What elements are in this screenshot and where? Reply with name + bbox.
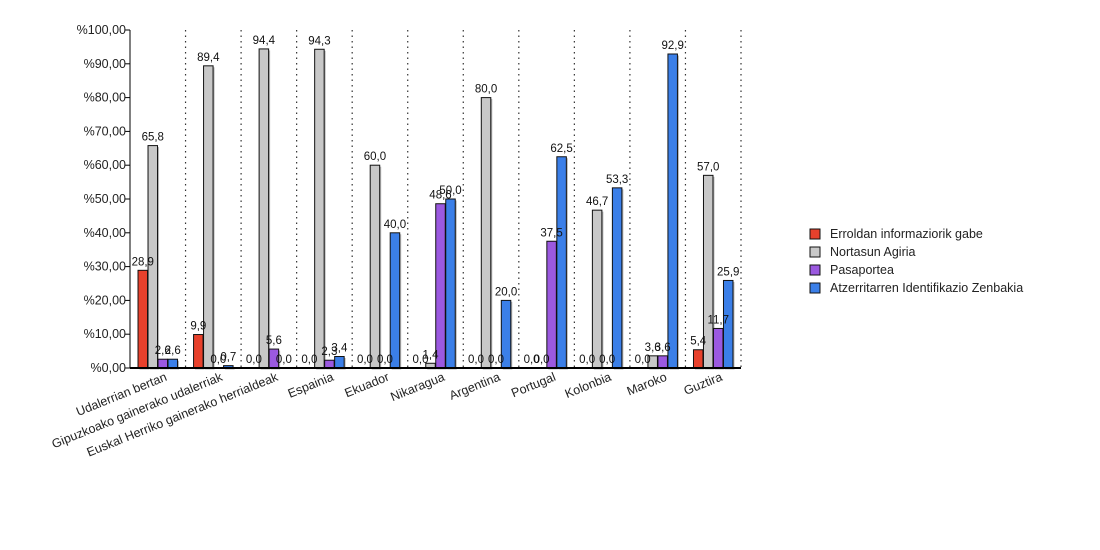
x-category-label: Argentina (447, 370, 502, 403)
bar (435, 203, 446, 369)
data-label: 57,0 (697, 161, 719, 173)
data-label: 3,6 (655, 342, 671, 354)
data-label: 92,9 (661, 40, 683, 52)
data-label: 0,0 (488, 354, 504, 366)
legend-swatch (809, 246, 821, 258)
data-label: 9,9 (190, 321, 206, 333)
data-label: 0,0 (534, 354, 550, 366)
data-label: 0,0 (210, 354, 226, 366)
y-tick-label: %0,00 (91, 361, 126, 375)
data-label: 25,9 (717, 266, 739, 278)
data-label: 0,0 (246, 354, 262, 366)
data-label: 0,0 (599, 354, 615, 366)
data-label: 62,5 (550, 143, 572, 155)
data-label: 0,0 (377, 354, 393, 366)
bar (692, 349, 704, 369)
bar (591, 209, 603, 369)
data-label: 11,7 (707, 314, 729, 326)
bar (389, 232, 401, 369)
bar (611, 187, 623, 369)
grid-layer (184, 30, 742, 368)
data-label: 0,0 (524, 354, 540, 366)
bar (546, 240, 557, 369)
data-label: 0,0 (635, 354, 651, 366)
legend-swatch (809, 228, 821, 240)
y-tick-label: %30,00 (84, 260, 126, 274)
data-label: 0,7 (220, 352, 236, 364)
legend-label: Atzerritarren Identifikazio Zenbakia (830, 281, 1023, 295)
data-label: 94,4 (253, 35, 276, 47)
y-tick-label: %90,00 (84, 57, 126, 71)
data-label: 2,6 (155, 345, 171, 357)
data-label: 28,9 (132, 256, 154, 268)
data-labels-layer: 28,99,90,0 0,0 0,0 0,0 0,0 0,0 0,0 0,05,465,889… (132, 35, 740, 366)
x-category-label: Portugal (509, 370, 557, 400)
data-label: 20,0 (495, 286, 517, 298)
data-label: 5,6 (266, 335, 282, 347)
data-label: 0,0 (301, 354, 317, 366)
data-label: 60,0 (364, 151, 386, 163)
data-label: 48,6 (429, 190, 451, 202)
data-label: 1,4 (423, 349, 440, 361)
bar (667, 53, 678, 369)
bar (556, 156, 567, 369)
data-label: 46,7 (586, 196, 608, 208)
y-tick-label: %40,00 (84, 226, 126, 240)
data-label: 3,4 (331, 343, 348, 355)
y-tick-label: %20,00 (84, 293, 126, 307)
data-label: 0,0 (468, 354, 484, 366)
data-label: 0,0 (276, 354, 292, 366)
data-label: 94,3 (308, 35, 330, 47)
y-tick-label: %10,00 (84, 327, 126, 341)
x-category-label: Kolonbia (563, 370, 613, 401)
y-tick-label: %60,00 (84, 158, 126, 172)
bar (193, 334, 204, 369)
data-label: 53,3 (606, 174, 628, 186)
bar (137, 269, 149, 369)
data-label: 80,0 (475, 84, 497, 96)
bar (258, 48, 270, 369)
bar (324, 359, 335, 369)
data-label: 0,0 (579, 354, 595, 366)
bar (157, 358, 169, 369)
data-label: 3,6 (645, 342, 661, 354)
x-category-label: Espainia (286, 370, 336, 401)
data-label: 89,4 (197, 52, 220, 64)
data-label: 2,3 (321, 346, 337, 358)
data-label: 65,8 (142, 132, 164, 144)
y-tick-label: %50,00 (84, 192, 126, 206)
data-label: 50,0 (439, 185, 461, 197)
data-label: 2,6 (165, 345, 181, 357)
bar (314, 48, 325, 369)
data-label: 37,5 (540, 227, 562, 239)
legend-label: Erroldan informaziorik gabe (830, 227, 983, 241)
legend: Erroldan informaziorik gabe Nortasun Agir… (809, 227, 1023, 295)
y-tick-label: %70,00 (84, 124, 126, 138)
data-label: 5,4 (690, 336, 707, 348)
legend-swatch (809, 282, 821, 294)
x-category-label: Ekuador (343, 370, 391, 400)
data-label: 40,0 (384, 219, 406, 231)
data-label: 0,0 (357, 354, 373, 366)
y-tick-label: %80,00 (84, 91, 126, 105)
data-label: 0,0 (413, 354, 429, 366)
legend-swatch (809, 264, 821, 276)
bar (445, 198, 456, 369)
x-category-label: Maroko (625, 370, 669, 399)
legend-label: Nortasun Agiria (830, 245, 916, 259)
legend-label: Pasaportea (830, 263, 894, 277)
bars-layer (137, 48, 735, 370)
y-tick-label: %100,00 (77, 23, 126, 37)
bar (167, 358, 179, 369)
x-category-label: Guztira (682, 370, 725, 398)
bar (712, 327, 724, 369)
bar (657, 355, 668, 369)
bar (369, 164, 381, 369)
bar (480, 97, 492, 369)
x-category-label: Nikaragua (389, 370, 447, 404)
